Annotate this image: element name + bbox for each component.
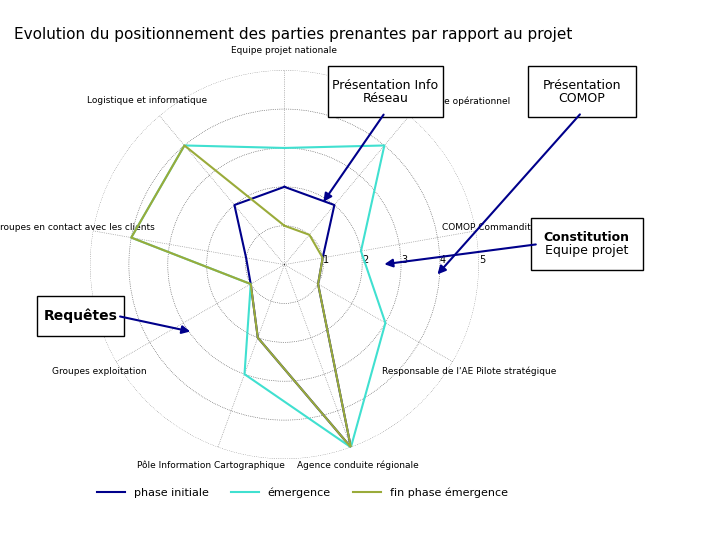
Text: Evolution du positionnement des parties prenantes par rapport au projet: Evolution du positionnement des parties … (14, 27, 573, 42)
Legend: phase initiale, émergence, fin phase émergence: phase initiale, émergence, fin phase éme… (93, 483, 512, 502)
Text: COMOP: COMOP (559, 92, 605, 105)
Text: Présentation Info: Présentation Info (332, 78, 438, 92)
Text: Présentation: Présentation (542, 78, 621, 92)
Text: Constitution: Constitution (544, 231, 630, 244)
Text: Réseau: Réseau (362, 92, 408, 105)
Text: Requêtes: Requêtes (44, 309, 117, 323)
Text: Equipe projet: Equipe projet (545, 244, 629, 258)
